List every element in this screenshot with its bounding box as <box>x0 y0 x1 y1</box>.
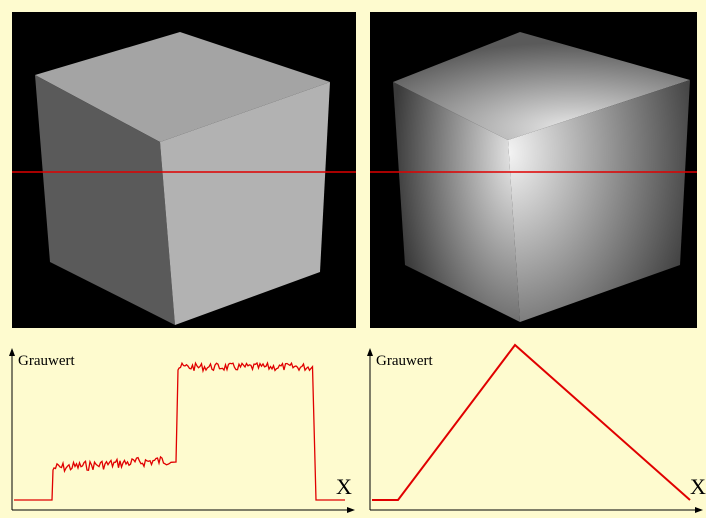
y-axis-label: Grauwert <box>18 353 75 369</box>
y-axis-label: Grauwert <box>376 353 433 369</box>
page: Grauwert X Grauwert X (() => { const dat… <box>0 0 706 518</box>
x-axis-label: X <box>690 474 706 499</box>
x-axis-label: X <box>336 474 352 499</box>
figure: Grauwert X Grauwert X <box>0 0 706 518</box>
